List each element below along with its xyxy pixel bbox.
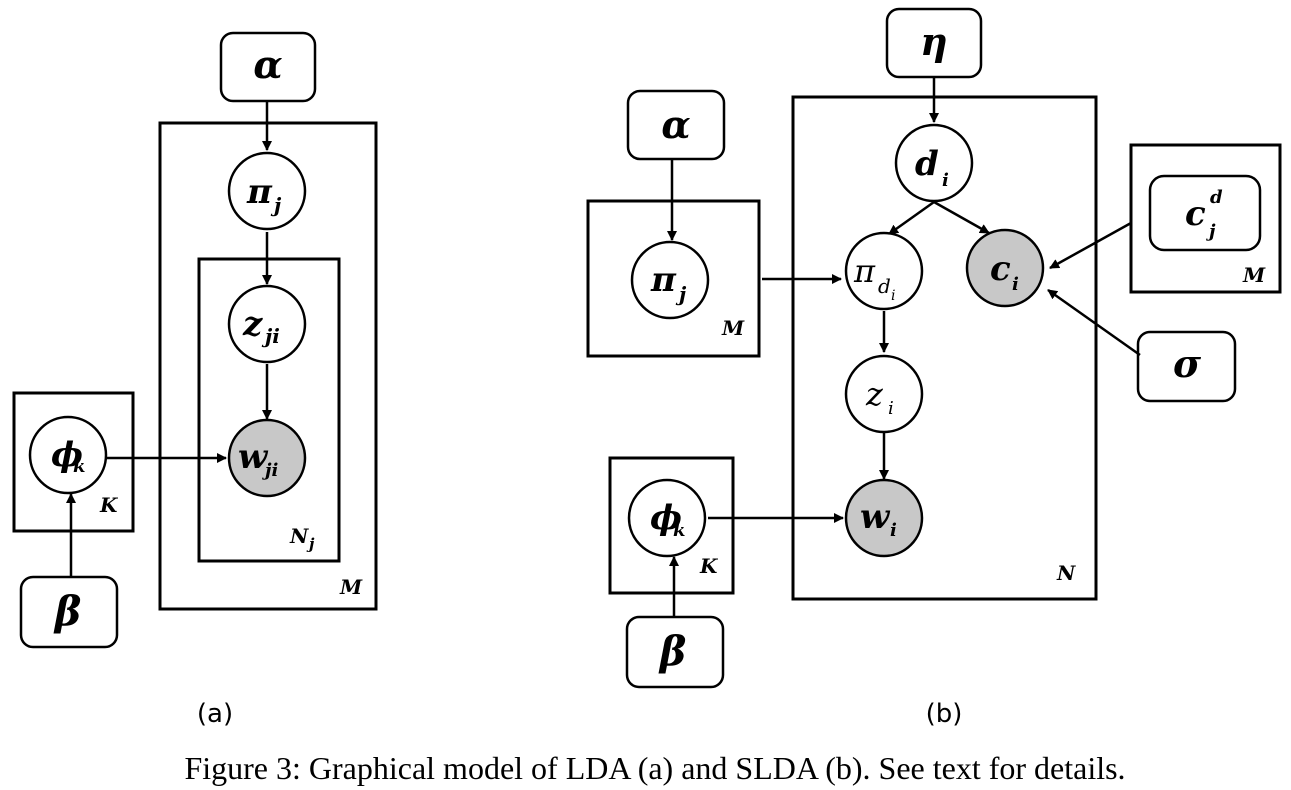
sigma-param-b — [1136, 330, 1237, 403]
z-subscript-b: i — [888, 398, 894, 419]
d-subscript-b: i — [942, 170, 949, 191]
plate-k-label-a: K — [99, 493, 119, 517]
phi-node-b — [627, 478, 707, 558]
w-symbol-a: w — [238, 437, 269, 477]
edge-d-c-b — [933, 200, 990, 235]
plate-nj-a — [197, 257, 341, 563]
phi-subscript-a: k — [73, 456, 85, 477]
c-subscript-b: i — [1012, 274, 1019, 295]
w-subscript-a: ji — [262, 460, 279, 481]
plate-n-label-b: N — [1056, 561, 1076, 585]
phi-symbol-b: ϕ — [650, 498, 682, 538]
phi-symbol-a: ϕ — [51, 435, 83, 475]
beta-param-a — [19, 575, 119, 649]
pi-d-node-b — [844, 231, 924, 311]
plate-m-label-a: M — [339, 575, 363, 599]
plate-nj-subscript-a: j — [306, 535, 315, 553]
cjd-box-b — [1148, 174, 1262, 252]
plate-k-a — [12, 391, 135, 533]
d-node-b — [894, 123, 974, 203]
plate-m-left-b — [586, 199, 761, 358]
pi-symbol-a: π — [246, 172, 273, 212]
diagram-b: η α σ β d i π d i c i π j z i w i ϕ k c … — [586, 7, 1282, 729]
z-symbol-b: z — [865, 375, 884, 413]
plate-k-b — [608, 456, 735, 595]
plate-n-b — [791, 95, 1098, 601]
z-node-a — [227, 284, 307, 364]
cjd-superscript-b: d — [1210, 187, 1223, 208]
diagram-a: α β π j z ji w ji ϕ k K N j M (a) — [12, 31, 378, 729]
panel-label-a: (a) — [197, 699, 233, 729]
eta-label-b: η — [920, 19, 948, 64]
plate-nj-label-a: N — [289, 524, 309, 548]
c-node-b — [965, 228, 1045, 308]
d-symbol-b: d — [915, 144, 939, 184]
edge-d-pid-b — [888, 200, 935, 236]
w-node-a — [227, 418, 307, 498]
plate-m-left-label-b: M — [721, 316, 745, 340]
phi-node-a — [28, 415, 108, 495]
plate-m-right-b — [1129, 143, 1282, 294]
w-node-b — [844, 478, 924, 558]
pi-d-symbol-b: π — [853, 252, 876, 290]
edge-sigma-c-b — [1047, 288, 1141, 357]
alpha-param-b — [626, 89, 726, 161]
pi-d-subscript-b: d — [878, 274, 891, 298]
cjd-subscript-b: j — [1206, 221, 1216, 242]
alpha-label-a: α — [253, 42, 282, 87]
figure-caption: Figure 3: Graphical model of LDA (a) and… — [184, 750, 1125, 786]
beta-label-b: β — [658, 628, 687, 675]
alpha-label-b: α — [661, 102, 690, 147]
plate-m-right-label-b: M — [1242, 263, 1266, 287]
phi-subscript-b: k — [673, 520, 685, 541]
panel-label-b: (b) — [926, 699, 963, 729]
plate-k-label-b: K — [699, 554, 719, 578]
cjd-symbol-b: c — [1185, 194, 1206, 234]
pi-j-node-b — [630, 240, 710, 320]
c-symbol-b: c — [990, 249, 1011, 289]
w-subscript-b: i — [890, 520, 897, 541]
pi-node-a — [227, 151, 307, 231]
z-symbol-a: z — [242, 304, 263, 344]
sigma-label-b: σ — [1173, 341, 1202, 386]
pi-d-subsubscript-b: i — [891, 288, 895, 304]
beta-label-a: β — [53, 588, 82, 635]
edge-cjd-c-b — [1049, 221, 1132, 270]
z-subscript-a: ji — [261, 324, 280, 348]
w-symbol-b: w — [860, 497, 891, 537]
z-node-b — [844, 354, 924, 434]
pi-j-symbol-b: π — [650, 260, 677, 300]
